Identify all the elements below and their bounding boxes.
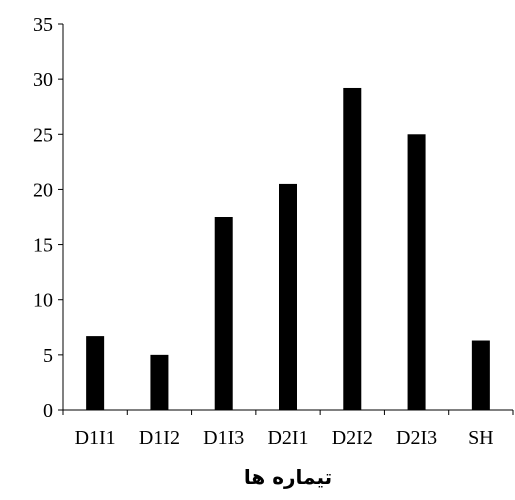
x-tick-label: D1I3 xyxy=(203,427,244,449)
bar-d1i3 xyxy=(214,217,233,410)
x-tick-label: D1I1 xyxy=(75,427,116,449)
y-tick-label: 0 xyxy=(43,400,53,422)
y-tick-label: 30 xyxy=(33,69,53,91)
y-tick-label: 35 xyxy=(33,14,53,36)
bar-d2i2 xyxy=(343,87,362,411)
bar-d1i2 xyxy=(150,354,169,410)
y-axis-ticks: 0 5 10 15 20 25 30 35 xyxy=(33,14,63,422)
y-tick-label: 20 xyxy=(33,179,53,201)
x-axis-title: تیماره ها xyxy=(244,465,332,489)
bars xyxy=(86,87,490,411)
x-tick-label: D1I2 xyxy=(139,427,180,449)
y-tick-label: 25 xyxy=(33,124,53,146)
bar-d2i3 xyxy=(407,134,426,411)
y-tick-label: 10 xyxy=(33,290,53,312)
x-axis-ticks: D1I1 D1I2 D1I3 D2I1 D2I2 D2I3 SH xyxy=(62,410,514,449)
bar-d2i1 xyxy=(279,183,297,410)
x-tick-label: SH xyxy=(468,427,494,449)
x-tick-label: D2I2 xyxy=(332,427,373,449)
x-tick-label: D2I3 xyxy=(396,427,437,449)
x-tick-label: D2I1 xyxy=(267,427,308,449)
y-tick-label: 5 xyxy=(43,345,53,367)
y-tick-label: 15 xyxy=(33,235,53,257)
bar-sh xyxy=(471,340,490,410)
bar-d1i1 xyxy=(86,336,105,410)
